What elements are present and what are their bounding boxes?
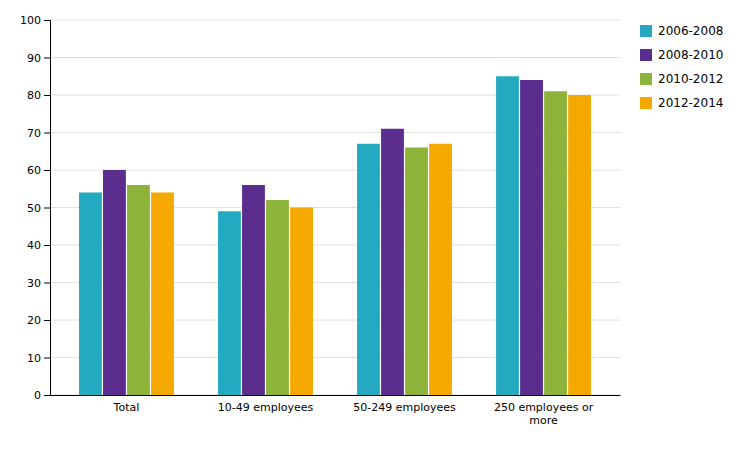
bar — [520, 80, 543, 395]
bar — [127, 185, 150, 395]
legend-label: 2012-2014 — [658, 96, 723, 110]
x-tick-label: 50-249 employees — [353, 401, 456, 414]
y-tick-label: 40 — [27, 239, 41, 252]
y-tick-label: 20 — [27, 314, 41, 327]
y-tick: 20 — [27, 314, 50, 327]
chart: 0 10 20 30 40 50 60 70 80 90 100 Total 10-49 employe… — [0, 0, 750, 450]
y-tick: 80 — [27, 89, 50, 102]
x-tick-label: Total — [113, 401, 140, 414]
grid-line — [50, 20, 620, 21]
x-tick-label: 250 employees ormore — [494, 401, 594, 427]
y-axis: 0 10 20 30 40 50 60 70 80 90 100 — [20, 14, 51, 402]
bar — [266, 200, 289, 395]
bar — [242, 185, 265, 395]
legend-item: 2012-2014 — [640, 96, 723, 110]
bar — [79, 193, 102, 396]
y-tick: 40 — [27, 239, 50, 252]
y-tick: 100 — [20, 14, 50, 27]
y-tick-mark — [44, 58, 50, 59]
bar-series — [103, 80, 543, 395]
bar — [357, 144, 380, 395]
x-tick: 10-49 employees — [218, 401, 314, 414]
y-tick: 30 — [27, 277, 50, 290]
legend: 2006-2008 2008-2010 2010-2012 2012-2014 — [640, 24, 723, 110]
y-tick-mark — [44, 20, 50, 21]
legend-swatch — [640, 73, 652, 85]
y-tick-mark — [44, 283, 50, 284]
y-tick-mark — [44, 133, 50, 134]
y-tick-label: 70 — [27, 127, 41, 140]
legend-item: 2010-2012 — [640, 72, 723, 86]
y-tick-mark — [44, 395, 50, 396]
y-tick-mark — [44, 320, 50, 321]
y-tick-label: 100 — [20, 14, 41, 27]
legend-swatch — [640, 97, 652, 109]
y-tick: 60 — [27, 164, 50, 177]
y-tick: 0 — [34, 389, 50, 402]
legend-item: 2008-2010 — [640, 48, 723, 62]
x-tick: Total — [113, 401, 140, 414]
bar-series — [127, 91, 567, 395]
y-tick-label: 80 — [27, 89, 41, 102]
x-axis: Total 10-49 employees 50-249 employees 250 … — [51, 396, 621, 428]
bar — [381, 129, 404, 395]
y-tick: 50 — [27, 202, 50, 215]
y-tick: 10 — [27, 352, 50, 365]
x-axis-line — [51, 395, 621, 396]
bar — [544, 91, 567, 395]
x-tick-label: 10-49 employees — [218, 401, 314, 414]
legend-item: 2006-2008 — [640, 24, 723, 38]
x-tick-label-line: 250 employees or — [494, 401, 594, 414]
bar — [103, 170, 126, 395]
bar — [405, 148, 428, 396]
y-tick-label: 60 — [27, 164, 41, 177]
y-tick-label: 30 — [27, 277, 41, 290]
y-tick: 70 — [27, 127, 50, 140]
legend-swatch — [640, 49, 652, 61]
y-tick-label: 0 — [34, 389, 41, 402]
y-tick-label: 90 — [27, 52, 41, 65]
bar — [429, 144, 452, 395]
legend-swatch — [640, 25, 652, 37]
legend-label: 2010-2012 — [658, 72, 723, 86]
x-tick-label-line: more — [529, 414, 558, 427]
x-tick: 50-249 employees — [353, 401, 456, 414]
legend-label: 2008-2010 — [658, 48, 723, 62]
y-tick-mark — [44, 358, 50, 359]
y-tick-label: 10 — [27, 352, 41, 365]
bar-series — [79, 76, 519, 395]
bars — [79, 76, 591, 395]
grid-line — [50, 57, 620, 58]
y-tick-label: 50 — [27, 202, 41, 215]
grid — [50, 20, 620, 395]
y-tick: 90 — [27, 52, 50, 65]
bar — [568, 95, 591, 395]
y-tick-mark — [44, 170, 50, 171]
legend-label: 2006-2008 — [658, 24, 723, 38]
y-tick-mark — [44, 95, 50, 96]
bar — [151, 193, 174, 396]
bar — [218, 211, 241, 395]
plot: 0 10 20 30 40 50 60 70 80 90 100 Total 10-49 employe… — [20, 14, 621, 427]
bar — [290, 208, 313, 396]
x-tick: 250 employees ormore — [494, 401, 594, 427]
bar-series — [151, 95, 591, 395]
y-tick-mark — [44, 245, 50, 246]
y-axis-line — [44, 21, 51, 396]
y-tick-mark — [44, 208, 50, 209]
bar — [496, 76, 519, 395]
